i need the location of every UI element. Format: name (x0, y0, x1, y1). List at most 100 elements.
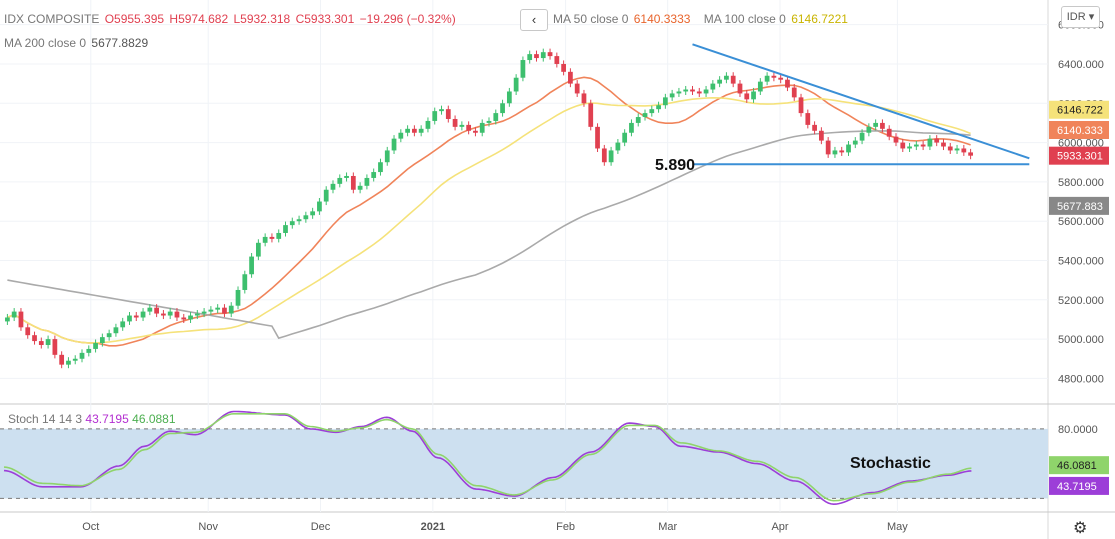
candle-body (581, 93, 587, 104)
symbol-label: IDX COMPOSITE (4, 12, 100, 26)
candle-body (473, 130, 478, 133)
candle-body (886, 128, 892, 137)
candle-body (730, 75, 736, 84)
candle-body (418, 128, 424, 133)
x-tick-label: Oct (82, 521, 99, 533)
candle-body (588, 103, 594, 127)
y-tick-label: 4800.000 (1058, 373, 1104, 385)
last-price-marker-bg (1049, 146, 1109, 165)
candle-body (194, 313, 200, 316)
last-price-marker: 5933.301 (1057, 151, 1103, 163)
y-tick-label: 5600.000 (1058, 216, 1104, 228)
candle-body (642, 113, 648, 118)
candle-body (554, 56, 560, 64)
candle-body (127, 315, 132, 322)
candle-body (283, 225, 288, 233)
candle-body (45, 339, 51, 346)
candle-body (459, 124, 465, 127)
candle-body (737, 83, 743, 94)
candle-body (629, 122, 634, 133)
candle-body (405, 128, 410, 133)
candle-body (961, 148, 967, 153)
candle-body (900, 142, 906, 149)
ma50-price-marker: 6140.333 (1057, 125, 1103, 137)
candle-body (86, 348, 92, 353)
candle-body (805, 113, 811, 125)
candle-body (106, 333, 112, 338)
candle-body (445, 109, 451, 119)
candle-body (357, 185, 363, 190)
candle-body (242, 274, 248, 290)
candle-body (255, 242, 261, 257)
stoch-legend: Stoch 14 14 3 43.7195 46.0881 (8, 412, 176, 426)
stochastic-panel: 80.0000 Stochastic (0, 410, 1098, 506)
candle-body (79, 352, 85, 359)
stoch-k-marker: 43.7195 (1057, 481, 1097, 493)
stoch-k-marker-bg (1049, 476, 1109, 495)
candle-body (968, 152, 973, 156)
candle-body (486, 120, 492, 123)
stoch-k-line (3, 410, 972, 506)
candle-body (323, 189, 329, 202)
stoch-d-marker-bg (1049, 456, 1109, 475)
candle-body (669, 93, 675, 98)
candle-body (513, 77, 519, 92)
y-tick-label: 5800.000 (1058, 177, 1104, 189)
candle-body (174, 311, 180, 318)
candle-body (622, 132, 628, 143)
candle-body (222, 307, 227, 314)
candle-body (215, 307, 221, 310)
ma50-price-marker-bg (1049, 120, 1109, 139)
candle-body (167, 311, 173, 316)
candle-body (724, 75, 729, 80)
ma100-value: 6146.7221 (791, 12, 848, 26)
candle-body (812, 124, 817, 131)
candle-body (289, 221, 295, 226)
candle-body (59, 354, 65, 365)
candle-body (934, 138, 940, 143)
support-annotation: 5.890 (655, 157, 695, 174)
candle-body (269, 236, 275, 239)
stoch-label: Stoch 14 14 3 (8, 412, 83, 426)
ma50-label: MA 50 close 0 (553, 12, 629, 26)
candle-body (25, 327, 31, 336)
ma200-legend: MA 200 close 0 5677.8829 (4, 36, 150, 50)
candle-body (93, 343, 98, 349)
ma100-price-marker: 6146.722 (1057, 105, 1103, 117)
ma100-label: MA 100 close 0 (703, 12, 786, 26)
stoch-band (0, 428, 1048, 499)
candle-body (825, 140, 831, 155)
x-tick-label: Mar (658, 521, 677, 533)
candle-body (893, 136, 899, 143)
gear-icon[interactable]: ⚙ (1073, 520, 1088, 537)
high-value: H5974.682 (169, 12, 229, 26)
candle-body (764, 75, 770, 82)
candle-body (798, 97, 804, 114)
candle-body (140, 311, 146, 318)
candle-body (866, 126, 872, 133)
ma100-line (7, 96, 971, 344)
candle-body (534, 54, 539, 59)
low-value: L5932.318 (233, 12, 291, 26)
stoch-d-marker: 46.0881 (1057, 460, 1097, 472)
candle-body (452, 118, 458, 127)
candle-body (344, 175, 349, 178)
collapse-legend-button[interactable]: ‹ (520, 9, 548, 31)
candle-body (615, 142, 621, 151)
candle-body (398, 132, 404, 139)
ma200-price-marker-bg (1049, 196, 1109, 215)
ma200-value: 5677.8829 (91, 36, 149, 50)
currency-select[interactable]: IDR ▾ (1061, 6, 1100, 28)
candle-body (228, 305, 234, 314)
candle-body (717, 79, 723, 84)
y-tick-label: 5000.000 (1058, 334, 1104, 346)
candle-body (5, 317, 10, 322)
candle-body (432, 111, 438, 121)
chevron-left-icon: ‹ (531, 12, 537, 27)
candle-body (506, 91, 512, 104)
candle-body (846, 144, 851, 153)
candle-body (188, 315, 193, 320)
candle-body (154, 307, 159, 314)
stoch-k-value: 43.7195 (85, 412, 129, 426)
